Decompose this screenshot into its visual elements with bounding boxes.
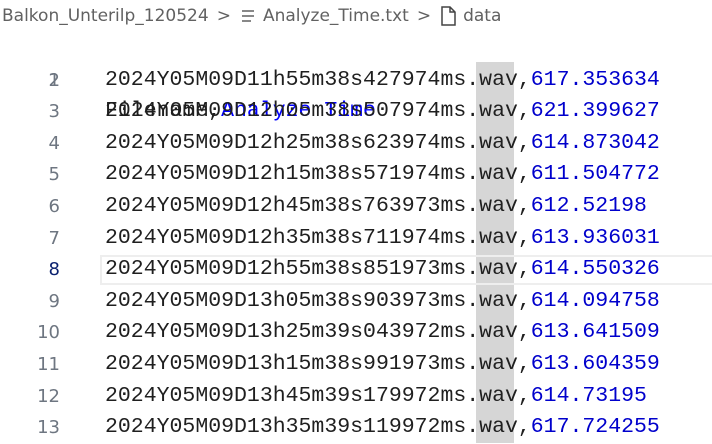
filename: 2024Y05M09D13h35m39s119972ms.wav: [105, 415, 518, 440]
filename: 2024Y05M09D13h15m38s991973ms.wav: [105, 351, 518, 376]
breadcrumb-symbol[interactable]: data: [463, 6, 502, 26]
line-number: 8: [48, 259, 60, 281]
line-number: 1: [48, 69, 60, 91]
line-number: 7: [48, 227, 60, 249]
separator: ,: [517, 67, 531, 92]
separator: ,: [517, 351, 531, 376]
separator: ,: [517, 320, 531, 345]
filename: 2024Y05M09D12h55m38s851973ms.wav: [105, 257, 518, 282]
line-code: Filename,Analyze Time: [105, 96, 376, 128]
chevron: >: [216, 6, 231, 26]
line-code: 2024Y05M09D13h05m38s903973ms.wav,614.094…: [105, 286, 660, 318]
line-code: 2024Y05M09D13h25m39s043972ms.wav,613.641…: [105, 317, 660, 349]
separator: ,: [517, 415, 531, 440]
line: 3 2024Y05M09D12h05m38s507974ms.wav,621.39…: [0, 96, 660, 128]
column-selection: [476, 62, 514, 443]
line-code: 2024Y05M09D12h15m38s571974ms.wav,611.504…: [105, 159, 660, 191]
filename: 2024Y05M09D12h15m38s571974ms.wav: [105, 162, 518, 187]
separator: ,: [517, 193, 531, 218]
analyze-time: 612.52198: [530, 193, 647, 218]
line-code: 2024Y05M09D12h35m38s711974ms.wav,613.936…: [105, 223, 660, 255]
line: 10 2024Y05M09D13h25m39s043972ms.wav,613.6…: [0, 317, 660, 349]
line-code: 2024Y05M09D11h55m38s427974ms.wav,617.353…: [105, 65, 660, 97]
filename: 2024Y05M09D13h05m38s903973ms.wav: [105, 288, 518, 313]
header-cell: Analyze Time: [221, 99, 376, 124]
filename: 2024Y05M09D12h25m38s623974ms.wav: [105, 130, 518, 155]
breadcrumb: Balkon_Unterilp_120524 > Analyze_Time.tx…: [2, 0, 501, 32]
line-number: 4: [48, 132, 60, 154]
line-number: 12: [37, 385, 60, 407]
separator: ,: [517, 130, 531, 155]
analyze-time: 613.641509: [530, 320, 660, 345]
separator: ,: [517, 257, 531, 282]
line: 11 2024Y05M09D13h15m38s991973ms.wav,613.6…: [0, 349, 660, 381]
filename: 2024Y05M09D12h35m38s711974ms.wav: [105, 225, 518, 250]
line-number: 9: [48, 290, 60, 312]
breadcrumb-folder[interactable]: Balkon_Unterilp_120524: [2, 6, 209, 26]
line-code: 2024Y05M09D13h45m39s179972ms.wav,614.731…: [105, 381, 647, 413]
line: 5 2024Y05M09D12h15m38s571974ms.wav,611.50…: [0, 159, 660, 191]
line: 9 2024Y05M09D13h05m38s903973ms.wav,614.09…: [0, 286, 660, 318]
filename: 2024Y05M09D12h45m38s763973ms.wav: [105, 193, 518, 218]
line-number: 2: [48, 69, 60, 91]
line: 12 2024Y05M09D13h45m39s179972ms.wav,614.7…: [0, 381, 647, 413]
file-icon: [441, 6, 456, 26]
editor-lines: 1 Filename,Analyze Time 2 2024Y05M09D11h5…: [0, 33, 660, 444]
analyze-time: 617.353634: [530, 67, 660, 92]
line: 1 Filename,Analyze Time: [0, 33, 376, 124]
analyze-time: 614.873042: [530, 130, 660, 155]
analyze-time: 613.604359: [530, 351, 660, 376]
filename: 2024Y05M09D13h25m39s043972ms.wav: [105, 320, 518, 345]
separator: ,: [517, 288, 531, 313]
line-number: 11: [37, 353, 60, 375]
separator: ,: [517, 99, 531, 124]
analyze-time: 614.094758: [530, 288, 660, 313]
line: 2 2024Y05M09D11h55m38s427974ms.wav,617.35…: [0, 65, 660, 97]
line-code: 2024Y05M09D12h25m38s623974ms.wav,614.873…: [105, 128, 660, 160]
analyze-time: 617.724255: [530, 415, 660, 440]
separator: ,: [517, 225, 531, 250]
line-code: 2024Y05M09D12h05m38s507974ms.wav,621.399…: [105, 96, 660, 128]
header-cell: Filename: [105, 99, 209, 124]
analyze-time: 621.399627: [530, 99, 660, 124]
separator: ,: [517, 162, 531, 187]
line-code: 2024Y05M09D12h55m38s851973ms.wav,614.550…: [105, 254, 660, 286]
current-line-highlight: [100, 255, 712, 285]
line: 6 2024Y05M09D12h45m38s763973ms.wav,612.52…: [0, 191, 647, 223]
analyze-time: 611.504772: [530, 162, 660, 187]
filename: 2024Y05M09D12h05m38s507974ms.wav: [105, 99, 518, 124]
line-number: 3: [48, 101, 60, 123]
line-number: 13: [37, 417, 60, 439]
analyze-time: 614.550326: [530, 257, 660, 282]
line-code: 2024Y05M09D12h45m38s763973ms.wav,612.521…: [105, 191, 647, 223]
filename: 2024Y05M09D13h45m39s179972ms.wav: [105, 383, 518, 408]
separator: ,: [517, 383, 531, 408]
text-file-icon: [241, 10, 254, 22]
line: 13 2024Y05M09D13h35m39s119972ms.wav,617.7…: [0, 412, 660, 444]
line-code: 2024Y05M09D13h15m38s991973ms.wav,613.604…: [105, 349, 660, 381]
chevron: >: [416, 6, 432, 26]
line: 7 2024Y05M09D12h35m38s711974ms.wav,613.93…: [0, 223, 660, 255]
filename: 2024Y05M09D11h55m38s427974ms.wav: [105, 67, 518, 92]
analyze-time: 613.936031: [530, 225, 660, 250]
line-number: 5: [48, 164, 60, 186]
line-number: 10: [37, 322, 60, 344]
line-number: 6: [48, 195, 60, 217]
analyze-time: 614.73195: [530, 383, 647, 408]
line: 4 2024Y05M09D12h25m38s623974ms.wav,614.87…: [0, 128, 660, 160]
separator: ,: [208, 99, 222, 124]
line: 8 2024Y05M09D12h55m38s851973ms.wav,614.55…: [0, 254, 660, 286]
breadcrumb-file[interactable]: Analyze_Time.txt: [262, 6, 409, 26]
line-code: 2024Y05M09D13h35m39s119972ms.wav,617.724…: [105, 412, 660, 444]
